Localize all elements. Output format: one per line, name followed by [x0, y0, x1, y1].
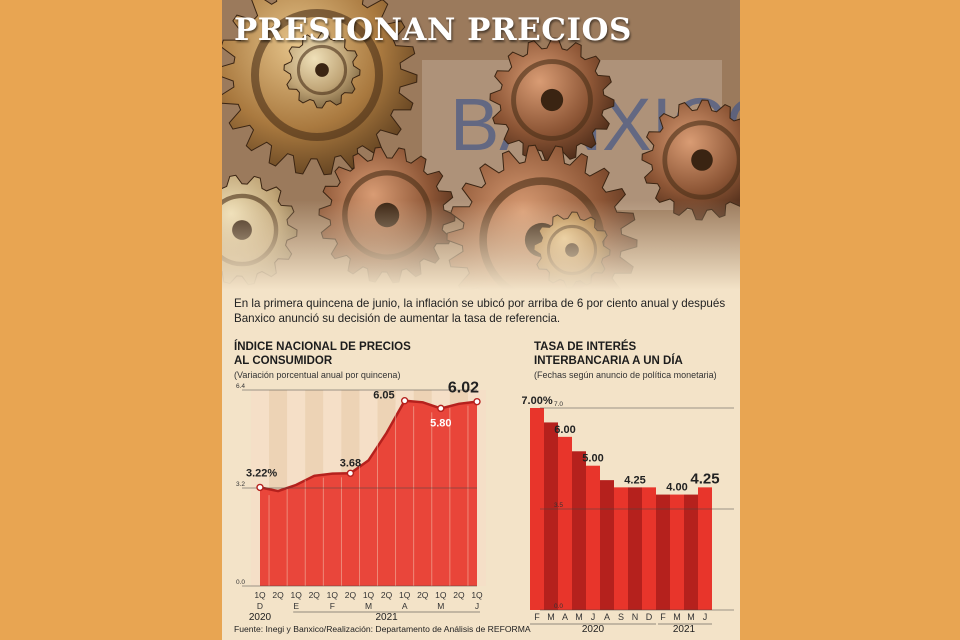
rate-data-label: 4.00: [666, 482, 687, 494]
rate-x-tick-label: F: [534, 612, 540, 622]
inpc-x-tick-label: 2Q: [345, 590, 357, 600]
rate-bar: [586, 465, 600, 610]
inpc-y-tick-label: 3.2: [236, 481, 245, 488]
inpc-x-month-label: D: [257, 601, 263, 611]
inpc-x-month-label: M: [437, 601, 444, 611]
inpc-y-tick-label: 0.0: [236, 579, 245, 586]
rate-bar: [600, 480, 614, 610]
inpc-x-tick-label: 1Q: [327, 590, 339, 600]
inpc-x-tick-label: 2Q: [309, 590, 321, 600]
rate-x-tick-label: A: [604, 612, 610, 622]
rate-bar: [628, 487, 642, 610]
inpc-x-tick-label: 1Q: [435, 590, 447, 600]
rate-x-tick-label: M: [547, 612, 555, 622]
inpc-x-month-label: F: [330, 601, 335, 611]
inpc-data-label: 3.22%: [246, 467, 277, 479]
inpc-year-label: 2020: [249, 612, 272, 623]
inpc-point: [346, 469, 355, 478]
inpc-x-tick-label: 1Q: [399, 590, 411, 600]
rate-chart-title: TASA DE INTERÉS INTERBANCARIA A UN DÍA: [534, 341, 683, 367]
rate-bar: [656, 494, 670, 610]
inpc-point: [473, 397, 481, 406]
rate-bar-chart: 0.03.57.07.00%6.005.004.254.004.25F M A M J A…: [522, 395, 734, 634]
rate-x-tick-label: F: [660, 612, 666, 622]
rate-data-label: 6.00: [554, 424, 575, 436]
rate-chart-subtitle: (Fechas según anuncio de política moneta…: [534, 370, 717, 380]
rate-x-tick-label: A: [562, 612, 568, 622]
inpc-x-tick-label: 2Q: [381, 590, 393, 600]
rate-data-label: 4.25: [624, 474, 645, 486]
rate-x-tick-label: S: [618, 612, 624, 622]
rate-y-tick-label: 0.0: [554, 603, 563, 610]
rate-bar: [530, 408, 544, 610]
inpc-data-label: 6.02: [448, 380, 479, 397]
rate-bar: [572, 451, 586, 610]
inpc-point: [256, 483, 264, 492]
inpc-x-tick-label: 1Q: [254, 590, 266, 600]
inpc-data-label: 6.05: [373, 390, 394, 402]
rate-x-tick-label: J: [591, 612, 596, 622]
rate-data-label: 5.00: [582, 453, 603, 465]
rate-data-label: 7.00%: [522, 395, 553, 407]
rate-year-label: 2021: [673, 624, 696, 634]
inpc-chart-subtitle: (Variación porcentual anual por quincena…: [234, 370, 401, 380]
inpc-area: [260, 400, 477, 586]
rate-x-tick-label: M: [673, 612, 681, 622]
rate-x-tick-label: D: [646, 612, 653, 622]
inpc-x-tick-label: 1Q: [290, 590, 302, 600]
page-title: PRESIONAN PRECIOS: [234, 12, 632, 48]
inpc-x-tick-label: 2Q: [417, 590, 429, 600]
rate-bar: [698, 487, 712, 610]
rate-data-label: 4.25: [690, 470, 719, 487]
inpc-data-label: 3.68: [340, 457, 361, 469]
inpc-data-label: 5.80: [430, 417, 451, 429]
inpc-point: [400, 397, 409, 405]
inpc-x-month-label: A: [402, 601, 408, 611]
inpc-point: [437, 404, 445, 413]
infographic-card: BANXICO PRESIONAN PRECIOS En la primera …: [222, 0, 740, 640]
rate-x-tick-label: M: [687, 612, 695, 622]
inpc-y-tick-label: 6.4: [236, 383, 245, 390]
rate-y-tick-label: 7.0: [554, 401, 563, 408]
rate-bar: [642, 487, 656, 610]
rate-bar: [558, 436, 572, 610]
rate-x-tick-label: J: [703, 612, 708, 622]
inpc-x-tick-label: 2Q: [453, 590, 465, 600]
rate-year-label: 2020: [582, 624, 605, 634]
rate-y-tick-label: 3.5: [554, 502, 563, 509]
inpc-x-tick-label: 2Q: [272, 590, 284, 600]
hero-image: BANXICO PRESIONAN PRECIOS: [222, 0, 740, 290]
inpc-x-month-label: E: [293, 601, 299, 611]
inpc-year-label: 2021: [375, 612, 398, 623]
inpc-x-month-label: M: [365, 601, 372, 611]
rate-bar: [614, 487, 628, 610]
rate-bar: [670, 494, 684, 610]
inpc-x-tick-label: 1Q: [363, 590, 375, 600]
rate-x-tick-label: M: [575, 612, 583, 622]
inpc-chart-title: ÍNDICE NACIONAL DE PRECIOS AL CONSUMIDOR: [234, 341, 411, 367]
rate-bar: [544, 422, 558, 610]
inpc-x-month-label: J: [475, 601, 479, 611]
source-note: Fuente: Inegi y Banxico/Realización: Dep…: [234, 624, 531, 634]
rate-x-tick-label: N: [632, 612, 639, 622]
rate-bar: [684, 494, 698, 610]
gears-illustration: BANXICO: [222, 0, 740, 290]
inpc-x-tick-label: 1Q: [471, 590, 483, 600]
intro-text: En la primera quincena de junio, la infl…: [234, 297, 726, 325]
